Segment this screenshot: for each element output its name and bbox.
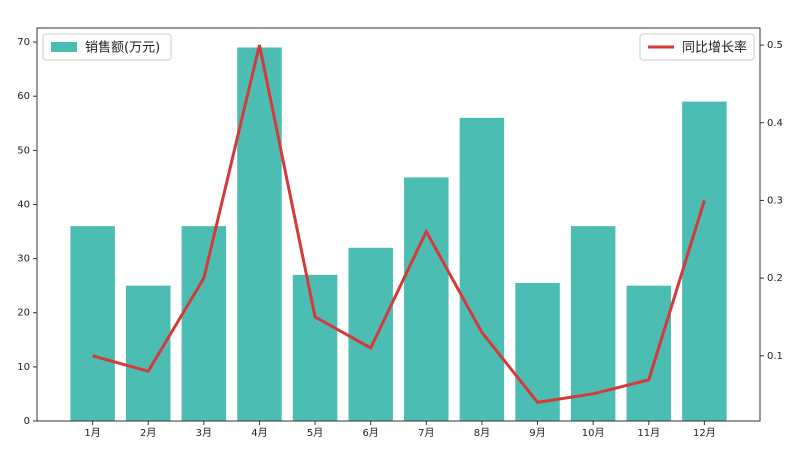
x-tick-label: 11月 [637,427,660,439]
x-tick-label: 9月 [529,427,545,439]
y2-tick-label: 0.5 [767,40,783,51]
plot-frame [36,27,761,422]
legend-box [639,33,755,61]
bar [292,274,338,421]
y-tick-label: 0 [24,416,30,427]
bar [404,177,449,421]
x-tick-label: 4月 [251,427,267,439]
y2-tick-label: 0.2 [767,273,783,284]
y-tick-label: 20 [17,308,30,319]
bar [515,282,560,421]
bar [570,226,616,421]
y-tick-label: 10 [17,362,30,373]
x-tick-label: 10月 [582,427,605,439]
bar [181,226,227,421]
legend-swatch [51,42,77,52]
legend-box [42,33,172,61]
y2-tick-label: 0.1 [767,351,783,362]
y-tick-label: 30 [17,254,30,265]
x-tick-label: 12月 [693,427,716,439]
bar [459,117,505,422]
x-tick-label: 1月 [84,427,100,439]
line [92,44,706,404]
bar [626,285,672,421]
bar [682,101,727,421]
x-tick-label: 7月 [418,427,434,439]
x-tick-label: 8月 [474,427,490,439]
y2-tick-label: 0.4 [767,118,783,129]
x-tick-label: 3月 [196,427,212,439]
bar [70,226,115,421]
y-tick-label: 70 [17,37,30,48]
legend-label: 销售额(万元) [85,40,160,56]
y-tick-label: 60 [17,91,30,102]
x-tick-label: 2月 [140,427,156,439]
y2-tick-label: 0.3 [767,195,783,206]
y-tick-label: 50 [17,145,30,156]
bar [237,47,282,421]
x-tick-label: 6月 [363,427,379,439]
bar [348,247,393,421]
legend-label: 同比增长率 [682,40,747,56]
x-tick-label: 5月 [307,427,323,439]
y-tick-label: 40 [17,199,30,210]
bar [125,285,171,421]
